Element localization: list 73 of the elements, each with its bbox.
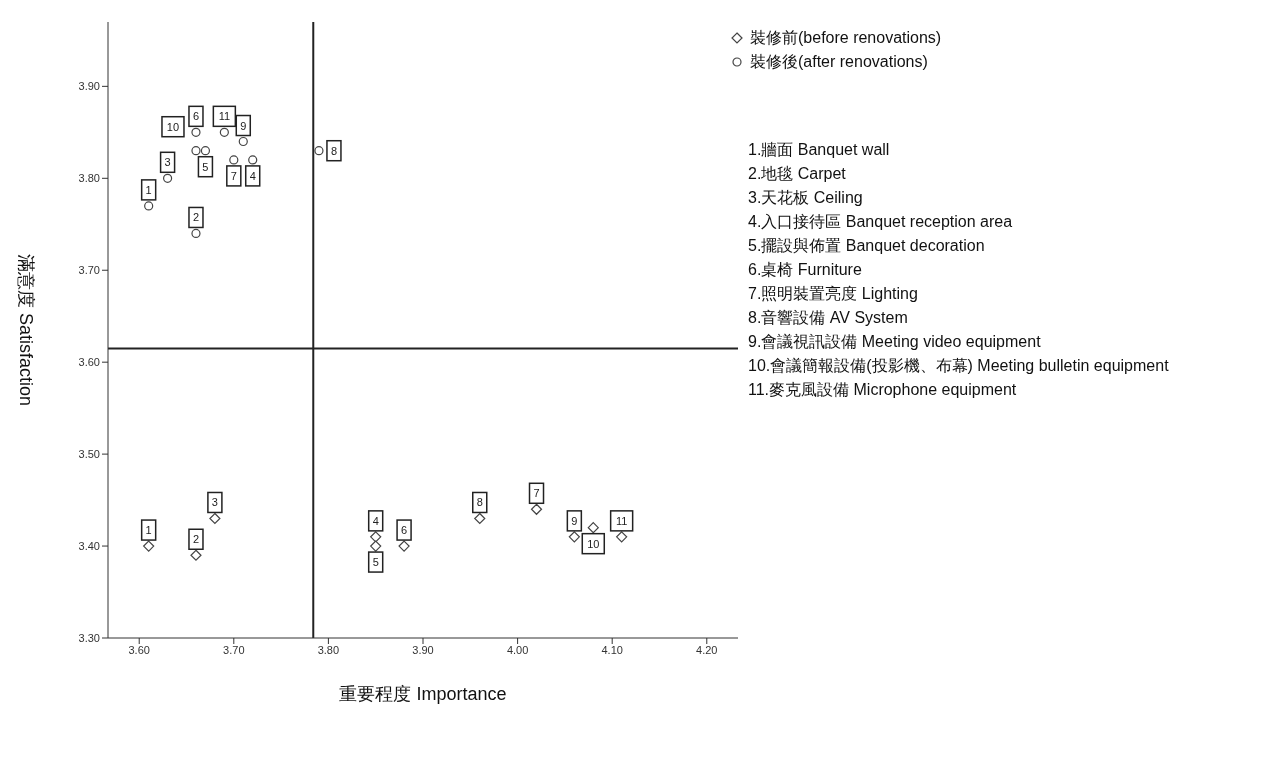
annotation: 3 — [211, 496, 218, 509]
point — [191, 146, 201, 156]
point — [143, 540, 155, 552]
text: 4.入口接待區 Banquet reception area — [748, 212, 1014, 232]
annotation: 1 — [145, 524, 152, 537]
x-tick-label: 3.70 — [223, 643, 245, 656]
point — [163, 173, 173, 183]
y-tick-label: 3.50 — [78, 448, 100, 461]
point — [229, 155, 239, 165]
annotation: 5 — [372, 556, 379, 569]
y-tick-label: 3.30 — [78, 631, 100, 644]
x-axis-title: 重要程度 Importance — [339, 684, 507, 704]
annotation: 7 — [533, 487, 540, 500]
point — [616, 531, 628, 543]
annotation: 9 — [571, 514, 578, 527]
point — [209, 512, 221, 525]
annotation: 6 — [401, 524, 408, 537]
annotation: 10 — [166, 120, 180, 133]
text: 3.天花板 Ceiling — [748, 188, 864, 208]
annotation: 8 — [476, 496, 483, 509]
text: 2.地毯 Carpet — [748, 164, 847, 184]
text: 7.照明裝置亮度 Lighting — [748, 284, 919, 304]
point — [314, 146, 324, 156]
annotation: 2 — [192, 533, 200, 546]
text: 6.桌椅 Furniture — [748, 260, 863, 280]
point — [568, 531, 580, 543]
legend-label: 裝修後(after renovations) — [750, 52, 928, 72]
x-tick-label: 3.80 — [317, 643, 340, 656]
y-tick-label: 3.70 — [78, 264, 100, 277]
annotation: 2 — [192, 211, 200, 224]
text: 9.會議視訊設備 Meeting video equipment — [748, 332, 1042, 352]
point — [474, 512, 486, 525]
annotation: 5 — [202, 160, 209, 173]
legend-label: 裝修前(before renovations) — [750, 28, 942, 48]
annotation: 4 — [249, 169, 256, 182]
text: 10.會議簡報設備(投影機、布幕) Meeting bulletin equipment — [748, 356, 1170, 376]
y-tick-label: 3.60 — [78, 356, 100, 369]
text: 11.麥克風設備 Microphone equipment — [748, 380, 1018, 400]
y-axis-title: 滿意度 Satisfaction — [15, 253, 36, 407]
annotation: 6 — [192, 110, 200, 123]
x-tick-label: 4.00 — [506, 643, 529, 656]
text: 5.擺設與佈置 Banquet decoration — [748, 236, 986, 256]
point — [248, 155, 258, 165]
annotation: 3 — [164, 156, 171, 169]
annotation: 11 — [615, 514, 628, 527]
point — [191, 127, 201, 137]
annotation: 8 — [330, 144, 338, 157]
annotation: 11 — [218, 110, 231, 123]
y-tick-label: 3.90 — [78, 80, 100, 93]
point — [219, 127, 229, 137]
y-tick-label: 3.40 — [78, 539, 100, 552]
point — [398, 540, 410, 552]
x-tick-label: 3.90 — [412, 643, 434, 656]
x-tick-label: 4.10 — [601, 643, 623, 656]
point — [200, 146, 211, 156]
point — [191, 228, 201, 239]
annotation: 1 — [145, 183, 152, 196]
annotation: 7 — [230, 169, 237, 182]
point — [238, 136, 248, 147]
point — [144, 201, 154, 211]
point — [370, 540, 382, 552]
point — [190, 549, 202, 561]
annotation: 10 — [587, 537, 600, 550]
text: 1.牆面 Banquet wall — [748, 140, 891, 160]
text: 8.音響設備 AV System — [748, 308, 909, 328]
point — [587, 522, 599, 534]
x-tick-label: 4.20 — [696, 643, 718, 656]
annotation: 4 — [372, 514, 379, 527]
point — [370, 531, 382, 543]
y-tick-label: 3.80 — [78, 172, 100, 185]
x-tick-label: 3.60 — [128, 643, 150, 656]
annotation: 9 — [240, 119, 247, 132]
point — [530, 503, 543, 515]
